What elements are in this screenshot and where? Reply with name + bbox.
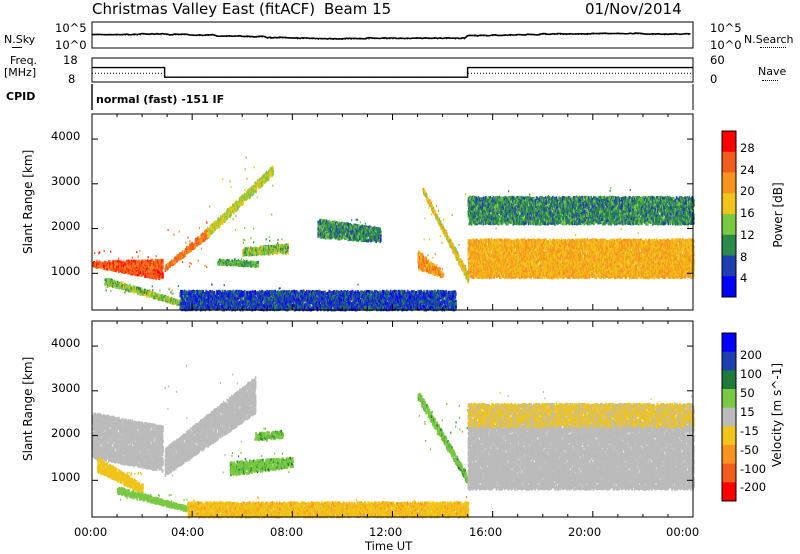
heatmap-cell [173,234,174,236]
heatmap-cell [182,250,184,253]
heatmap-cell [181,256,182,258]
heatmap-cell [118,258,119,260]
heatmap-cell [189,266,190,268]
heatmap-cell [115,262,116,264]
heatmap-cell [191,263,192,265]
heatmap-cell [198,260,199,262]
heatmap-cell [151,259,152,261]
heatmap-cell [185,242,186,244]
heatmap-cell [132,257,133,259]
heatmap-cell [189,241,190,243]
heatmap-cell [206,266,207,268]
heatmap-cell [96,260,97,262]
heatmap-cell [201,248,202,250]
heatmap-cell [110,260,111,262]
heatmap-cell [204,265,205,267]
heatmap-cell [138,256,139,258]
heatmap-cell [210,225,212,228]
heatmap-cell [162,259,164,262]
heatmap-cell [156,255,157,257]
radar-summary-plot [0,0,800,554]
heatmap-cell [139,250,140,252]
heatmap-cell [110,251,111,253]
heatmap-cell [148,256,149,258]
heatmap-cell [162,263,164,266]
heatmap-cell [155,277,157,280]
heatmap-cell [179,231,180,233]
heatmap-cell [98,252,99,254]
heatmap-cell [199,227,200,229]
heatmap-cell [206,222,207,224]
heatmap-cell [167,263,168,265]
heatmap-cell [203,233,205,236]
heatmap-cell [136,251,137,253]
heatmap-cell [158,260,160,263]
heatmap-cell [209,235,211,238]
power-heatmap-cells [92,157,695,312]
heatmap-cell [162,275,164,278]
heatmap-cell [124,263,126,266]
heatmap-cell [195,244,197,247]
heatmap-cell [188,237,189,239]
heatmap-cell [104,250,105,252]
heatmap-cell [189,262,190,264]
heatmap-cell [162,273,164,276]
heatmap-cell [94,252,95,254]
heatmap-cell [168,229,169,231]
heatmap-cell [149,276,151,279]
heatmap-cell [182,261,183,263]
heatmap-cell [101,265,102,267]
heatmap-cell [162,266,164,269]
heatmap-cell [136,265,137,267]
heatmap-cell [123,264,125,267]
heatmap-cell [131,260,132,262]
